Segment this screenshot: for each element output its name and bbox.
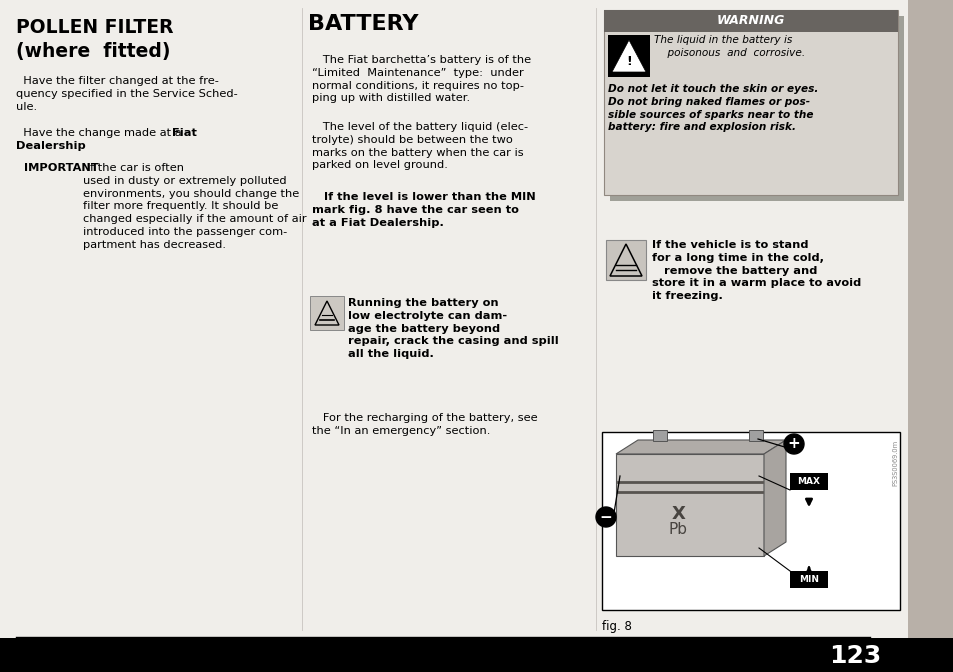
Text: X: X [671,505,684,523]
Text: MAX: MAX [797,478,820,487]
Bar [789,473,827,490]
Text: If the car is often
used in dusty or extremely polluted
environments, you should: If the car is often used in dusty or ext… [83,163,306,250]
Text: (where  fitted): (where fitted) [16,42,171,61]
Bar [607,35,649,77]
Text: Running the battery on
low electrolyte can dam-
age the battery beyond
repair, c: Running the battery on low electrolyte c… [348,298,558,360]
Bar [601,432,899,610]
Text: If the vehicle is to stand
for a long time in the cold,
   remove the battery an: If the vehicle is to stand for a long ti… [651,240,861,301]
Text: POLLEN FILTER: POLLEN FILTER [16,18,173,37]
Bar [907,0,953,672]
Text: +: + [787,437,800,452]
Polygon shape [616,454,763,556]
Bar [652,430,666,441]
Text: WARNING: WARNING [716,15,784,28]
Bar [748,430,762,441]
Bar [603,10,897,195]
Polygon shape [612,40,645,72]
Text: !: ! [625,54,631,68]
Text: fig. 8: fig. 8 [601,620,631,633]
Polygon shape [616,440,785,454]
Bar [789,571,827,588]
Bar [605,240,645,280]
Text: The level of the battery liquid (elec-
trolyte) should be between the two
marks : The level of the battery liquid (elec- t… [312,122,528,171]
Text: Have the change made at a: Have the change made at a [16,128,185,138]
Circle shape [596,507,616,527]
Bar [0,638,953,672]
Text: Pb: Pb [668,523,687,538]
Text: MIN: MIN [799,575,818,585]
Text: .: . [74,141,77,151]
Polygon shape [763,440,785,556]
Text: Have the filter changed at the fre-
quency specified in the Service Sched-
ule.: Have the filter changed at the fre- quen… [16,76,237,112]
Bar [603,10,897,32]
Text: BATTERY: BATTERY [308,14,418,34]
Bar [310,296,344,330]
Polygon shape [609,244,641,276]
Text: For the recharging of the battery, see
the “In an emergency” section.: For the recharging of the battery, see t… [312,413,537,436]
Text: 123: 123 [828,644,881,668]
Bar [609,16,903,201]
Text: The liquid in the battery is
    poisonous  and  corrosive.: The liquid in the battery is poisonous a… [654,35,804,58]
Polygon shape [314,301,338,325]
Text: The Fiat barchetta’s battery is of the
“Limited  Maintenance”  type:  under
norm: The Fiat barchetta’s battery is of the “… [312,55,531,103]
Text: Do not let it touch the skin or eyes.
Do not bring naked flames or pos-
sible so: Do not let it touch the skin or eyes. Do… [607,84,818,132]
Text: Fiat: Fiat [172,128,196,138]
Text: IMPORTANT: IMPORTANT [16,163,99,173]
Text: −: − [599,509,612,525]
Circle shape [783,434,803,454]
Text: PS3S0069.0m: PS3S0069.0m [891,440,897,486]
Text: If the level is lower than the MIN
mark fig. 8 have the car seen to
at a Fiat De: If the level is lower than the MIN mark … [312,192,536,228]
Text: Dealership: Dealership [16,141,86,151]
